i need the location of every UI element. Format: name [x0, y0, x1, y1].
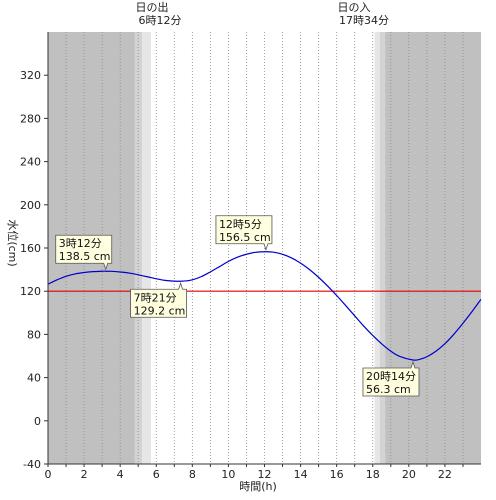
- x-tick-label: 8: [189, 468, 196, 481]
- y-tick-label: 200: [20, 199, 41, 212]
- x-tick-label: 22: [438, 468, 452, 481]
- callout-level: 138.5 cm: [59, 250, 111, 263]
- x-tick-label: 20: [402, 468, 416, 481]
- x-axis-label: 時間(h): [239, 480, 277, 493]
- sunrise-label: 日の出: [136, 0, 169, 14]
- callout-time: 3時12分: [59, 237, 102, 250]
- sunrise-time: 6時12分: [139, 14, 182, 27]
- daylight-shade: [150, 32, 375, 464]
- x-tick-label: 14: [294, 468, 308, 481]
- y-tick-label: 280: [20, 112, 41, 125]
- y-tick-label: 80: [27, 328, 41, 341]
- y-tick-label: -40: [23, 458, 41, 471]
- callout-time: 12時5分: [219, 218, 262, 231]
- tide-curve: [47, 251, 482, 361]
- sunset-label: 日の入: [338, 1, 371, 14]
- x-tick-label: 0: [45, 468, 52, 481]
- callout-box: [130, 281, 188, 318]
- x-tick-label: 16: [330, 468, 344, 481]
- y-tick-label: 160: [20, 242, 41, 255]
- callout-box: [362, 360, 420, 397]
- x-tick-label: 18: [366, 468, 380, 481]
- y-tick-label: 0: [34, 415, 41, 428]
- callout-time: 7時21分: [134, 291, 177, 304]
- sunset-time: 17時34分: [339, 14, 389, 27]
- callout-time: 20時14分: [366, 370, 416, 383]
- callout-level: 156.5 cm: [219, 231, 271, 244]
- x-tick-label: 12: [258, 468, 272, 481]
- callout-box: [55, 234, 113, 271]
- callout-box: [215, 215, 273, 252]
- callout-level: 129.2 cm: [134, 304, 186, 317]
- y-tick-label: 120: [20, 285, 41, 298]
- twilight-band: [374, 32, 380, 464]
- y-tick-label: 320: [20, 69, 41, 82]
- x-tick-label: 10: [221, 468, 235, 481]
- twilight-band: [141, 32, 151, 464]
- callout-level: 56.3 cm: [366, 383, 411, 396]
- y-tick-label: 240: [20, 156, 41, 169]
- x-tick-label: 6: [153, 468, 160, 481]
- x-tick-label: 4: [117, 468, 124, 481]
- x-tick-label: 2: [81, 468, 88, 481]
- y-axis-label: 水位(cm): [6, 219, 20, 266]
- y-tick-label: 40: [27, 372, 41, 385]
- twilight-band: [379, 32, 386, 464]
